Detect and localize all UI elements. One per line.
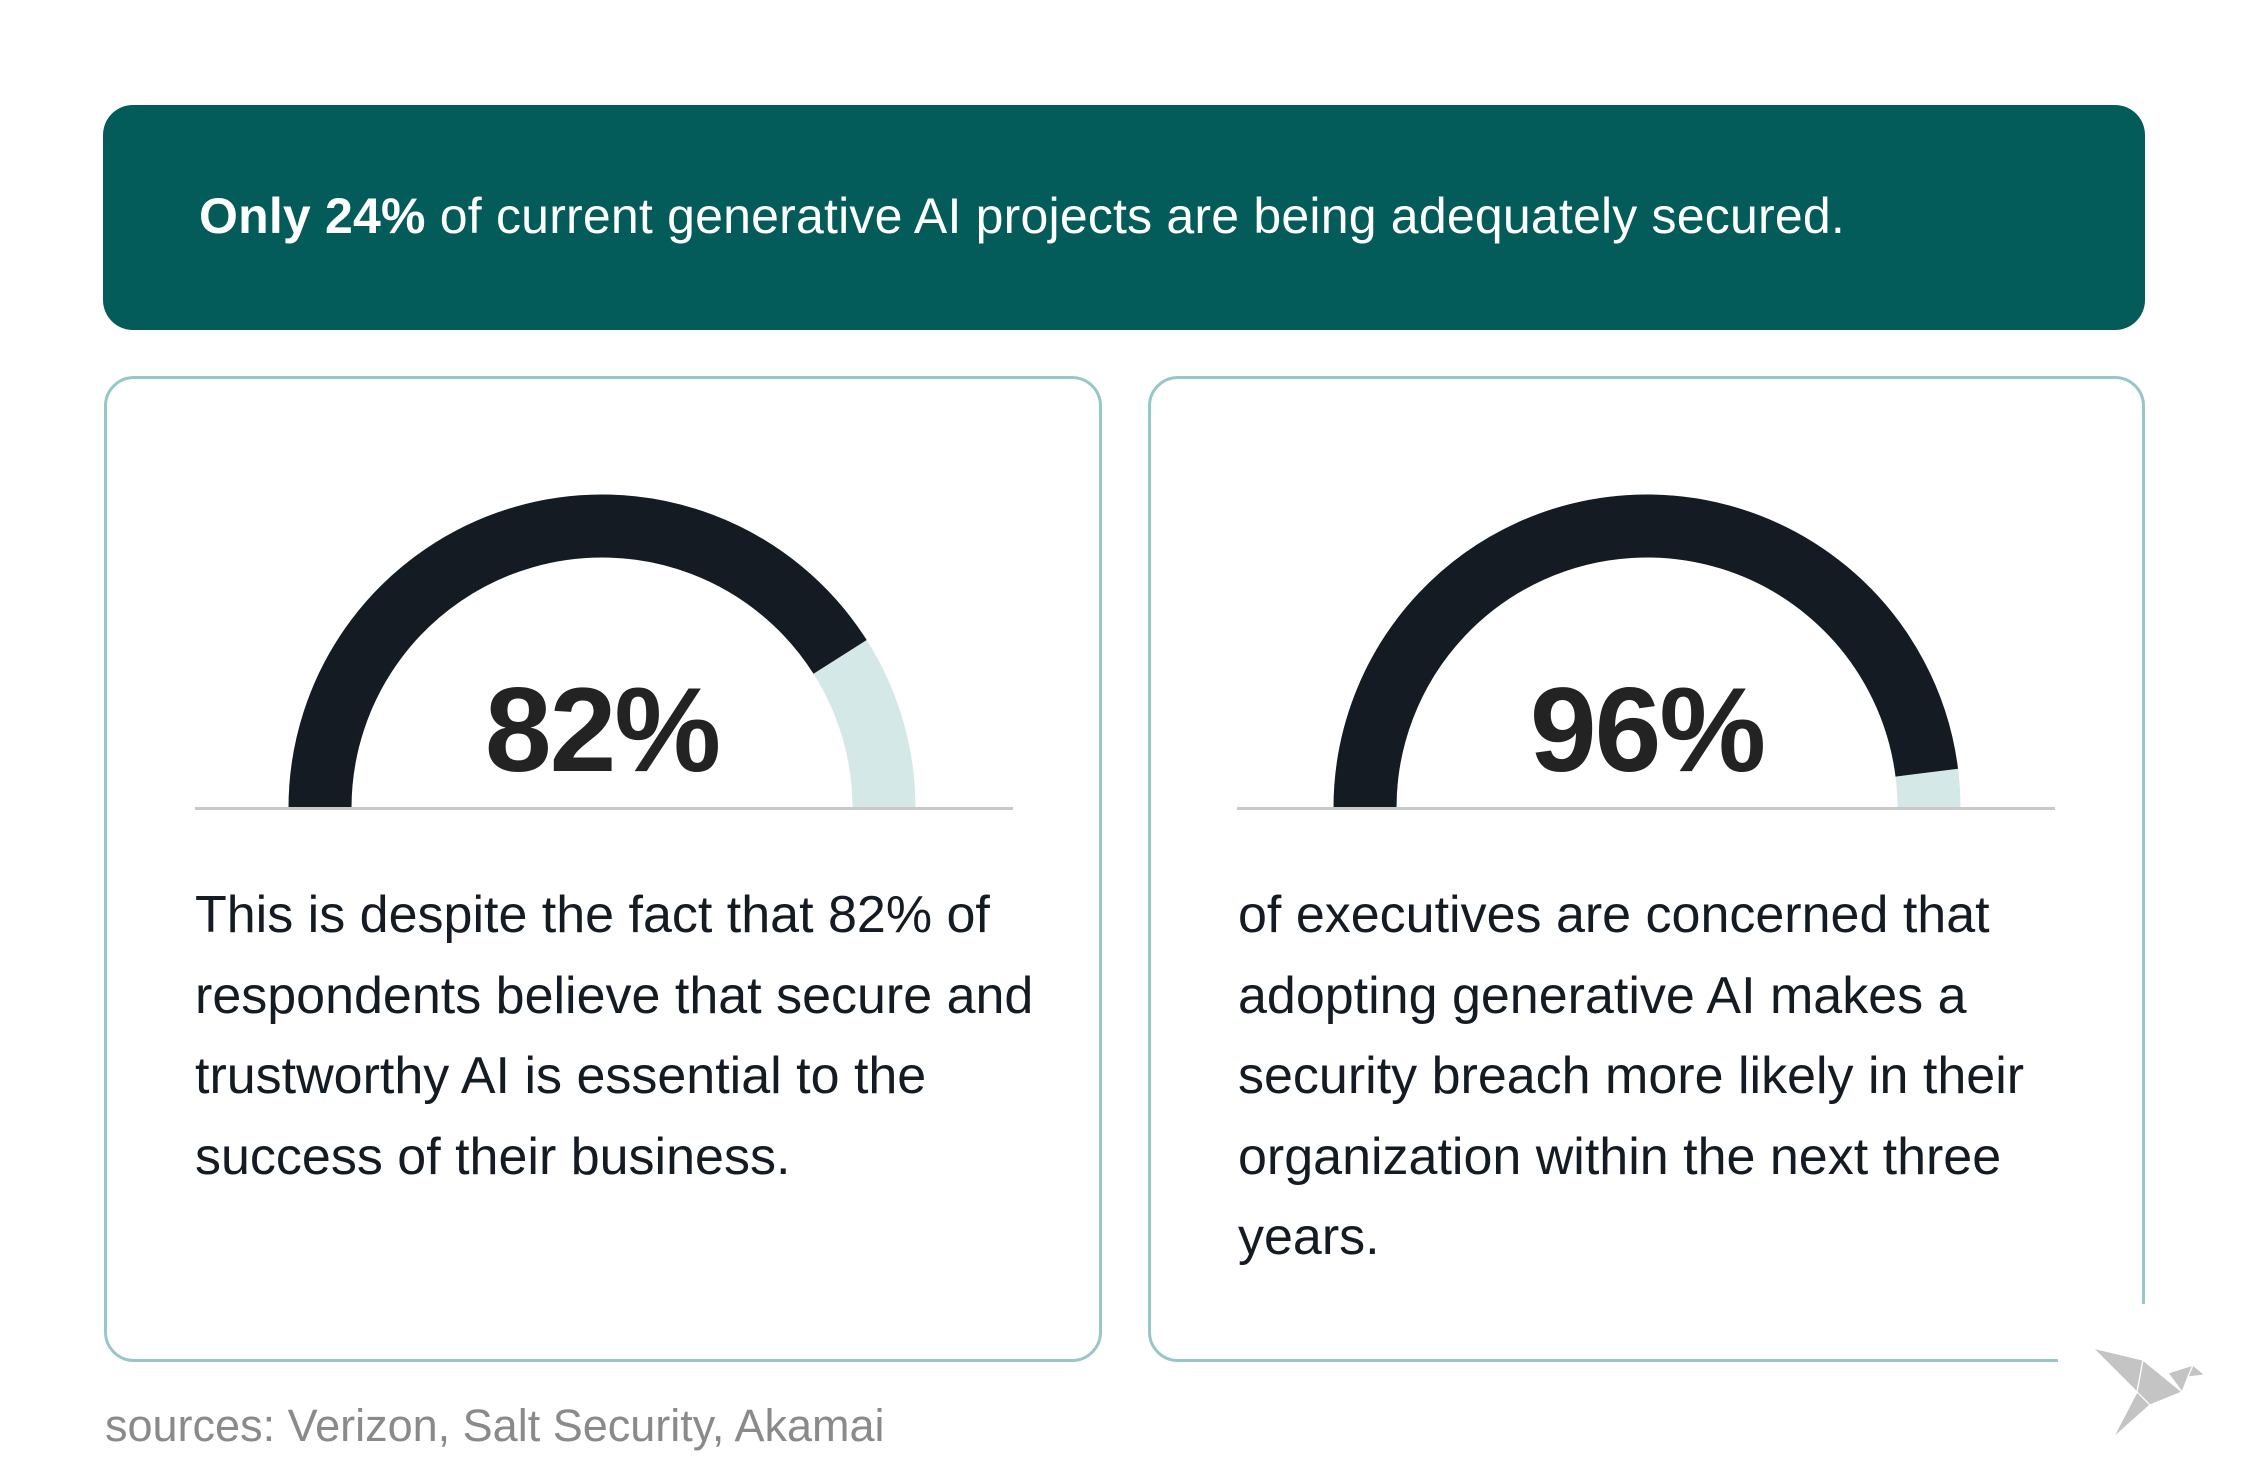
sources-note: sources: Verizon, Salt Security, Akamai xyxy=(105,1400,885,1451)
bird-wing-left xyxy=(2092,1347,2144,1393)
gauge-value-label: 82% xyxy=(484,663,721,797)
gauge-fill-arc xyxy=(1333,494,1959,809)
headline-banner: Only 24% of current generative AI projec… xyxy=(103,105,2145,330)
gauge-value-label: 96% xyxy=(1529,663,1766,797)
gauge-executives: 96% xyxy=(1297,480,1997,820)
headline-text: Only 24% of current generative AI projec… xyxy=(199,183,1845,249)
bird-tail xyxy=(2112,1391,2151,1439)
gauge-respondents: 82% xyxy=(252,480,952,820)
headline-body: of current generative AI projects are be… xyxy=(425,188,1845,244)
origami-bird-icon xyxy=(2092,1347,2206,1439)
gauge-baseline-divider xyxy=(1237,807,2055,810)
headline-highlight: Only 24% xyxy=(199,188,426,244)
stat-description: of executives are concerned that adoptin… xyxy=(1238,886,2025,1266)
gauge-fill-arc xyxy=(288,494,867,809)
stat-description: This is despite the fact that 82% of res… xyxy=(195,886,1034,1186)
bird-head xyxy=(2187,1364,2206,1378)
gauge-baseline-divider xyxy=(195,807,1013,810)
gauge-svg xyxy=(288,494,916,809)
gauge-svg xyxy=(1333,494,1961,809)
